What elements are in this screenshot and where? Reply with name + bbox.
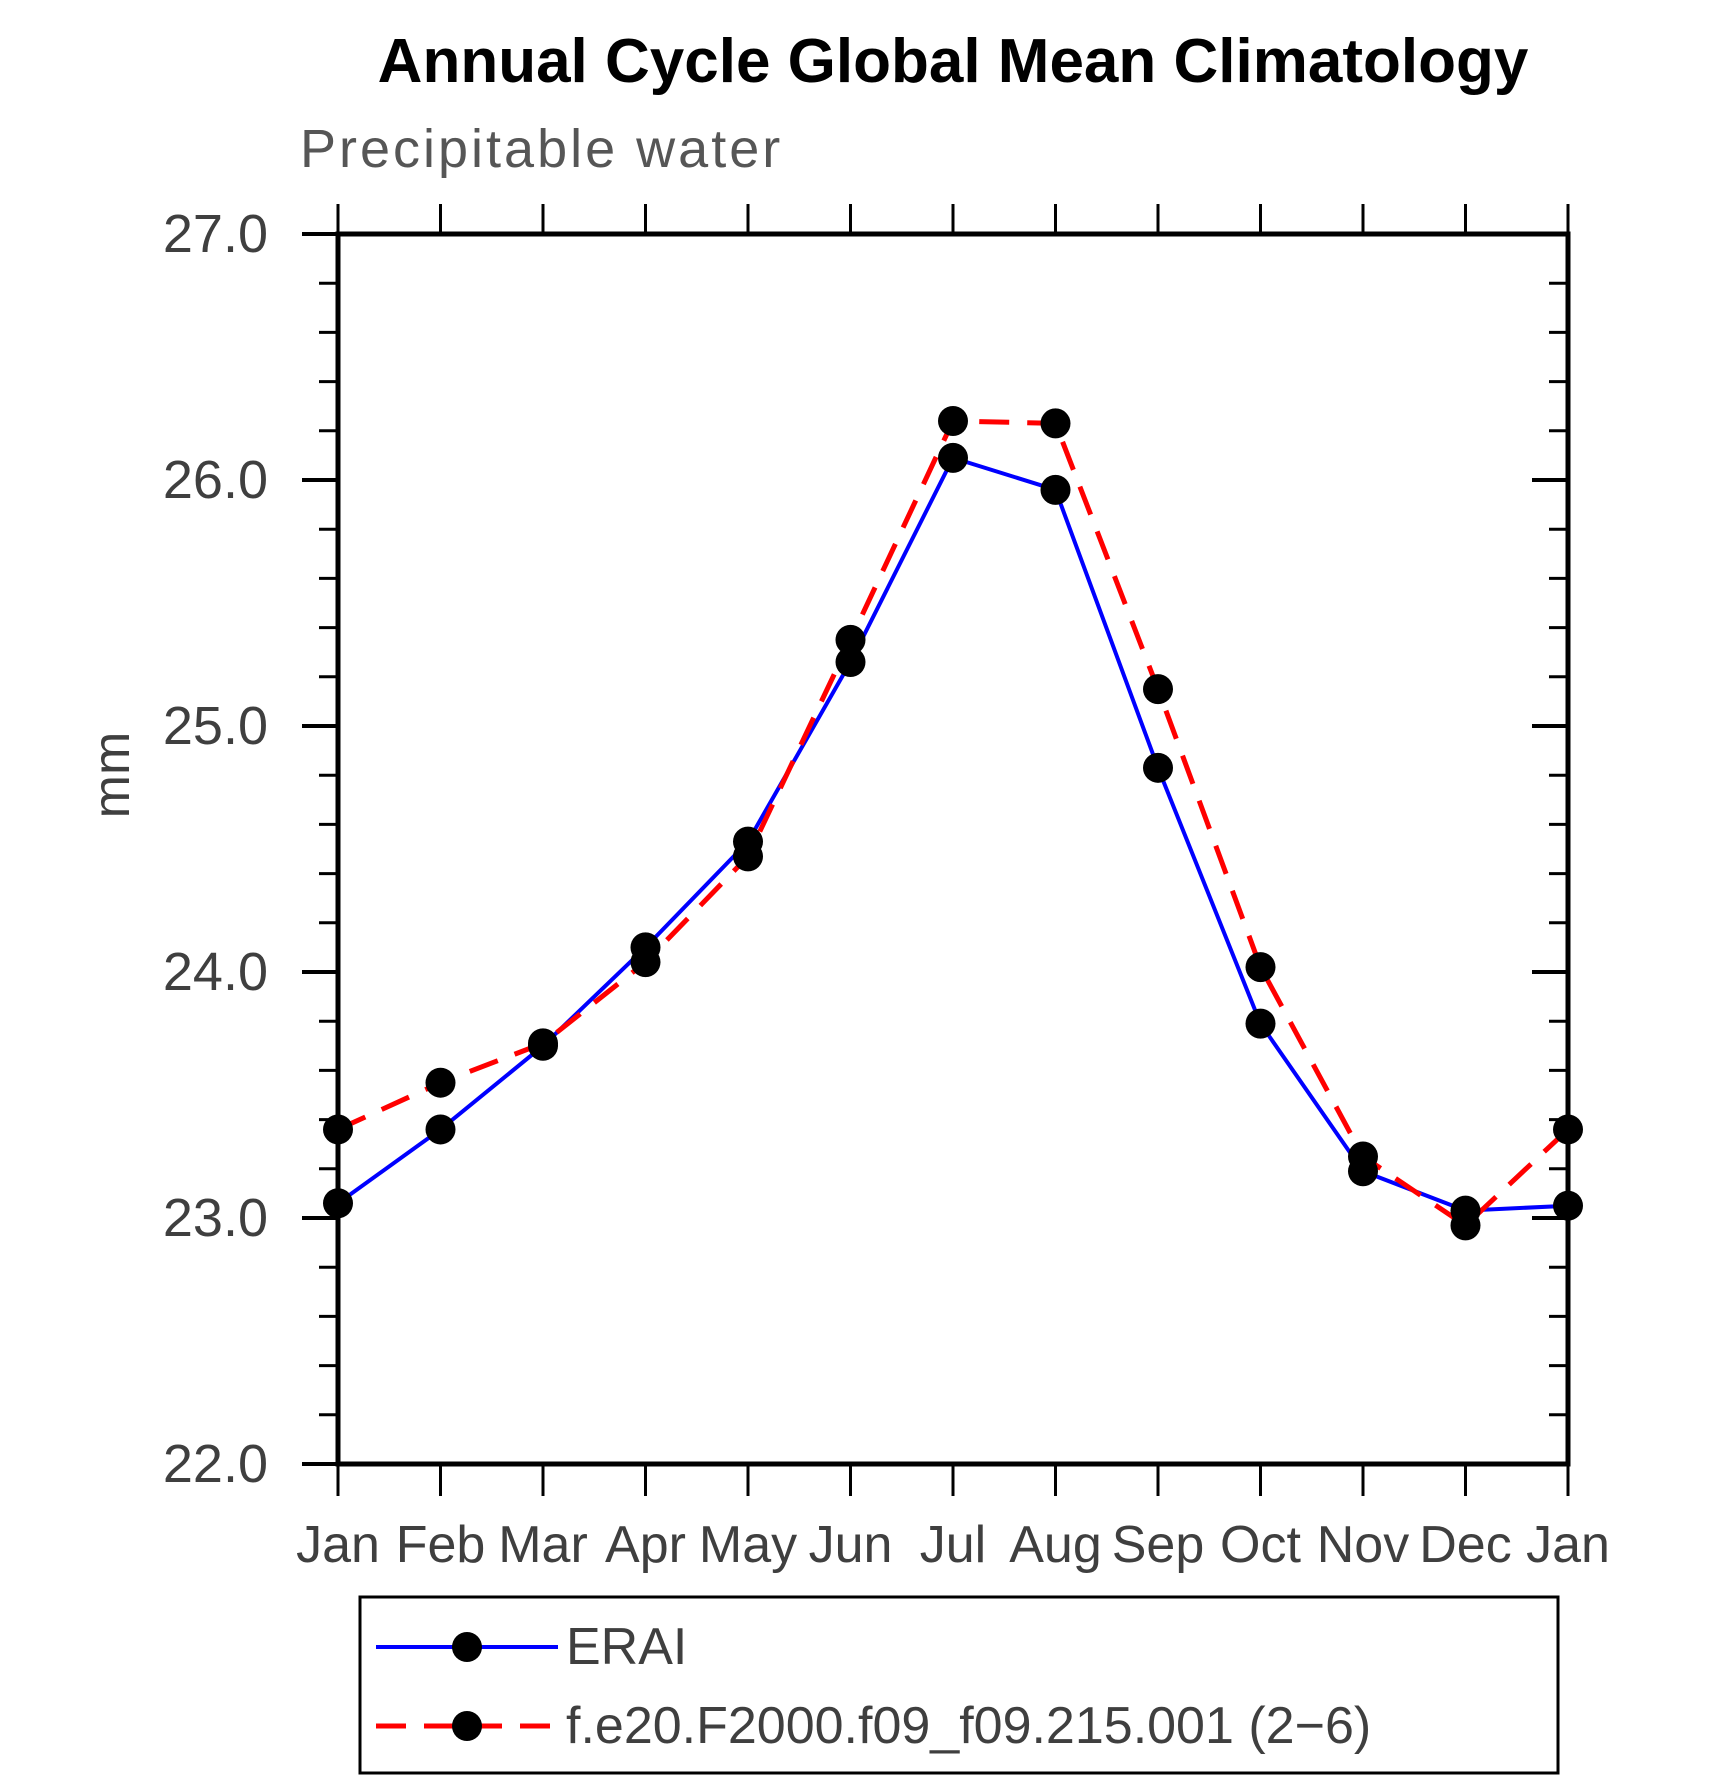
erai-marker-oct-9 (1245, 1008, 1276, 1039)
erai-marker-jul-6 (938, 442, 968, 473)
model-marker-may-4 (733, 841, 763, 872)
y-tick-label: 25.0 (163, 696, 268, 756)
erai-marker-sep-8 (1143, 752, 1173, 783)
x-tick-label: Jan (1526, 1516, 1610, 1574)
x-tick-label: Jul (920, 1516, 986, 1574)
erai-marker-aug-7 (1040, 474, 1071, 505)
model-marker-jan-12 (1553, 1114, 1583, 1145)
model-marker-jan-0 (323, 1114, 353, 1145)
chart-title: Annual Cycle Global Mean Climatology (377, 27, 1529, 96)
erai-marker-jan-12 (1553, 1190, 1583, 1221)
model-marker-oct-9 (1245, 952, 1276, 983)
x-tick-label: Mar (498, 1516, 588, 1574)
legend-sample-marker-0 (452, 1632, 482, 1662)
x-tick-label: Sep (1112, 1516, 1205, 1574)
legend-label-0: ERAI (566, 1618, 687, 1676)
chart-subtitle: Precipitable water (300, 119, 784, 179)
model-marker-dec-11 (1450, 1210, 1481, 1241)
model-marker-aug-7 (1040, 408, 1071, 439)
x-tick-label: Feb (396, 1516, 486, 1574)
legend-box (358, 1595, 1560, 1775)
y-tick-label: 26.0 (163, 450, 268, 510)
x-tick-label: Dec (1419, 1516, 1511, 1574)
y-tick-label: 22.0 (163, 1434, 268, 1494)
y-tick-label: 23.0 (163, 1188, 268, 1248)
erai-line (336, 455, 1569, 1213)
model-marker-sep-8 (1143, 674, 1173, 705)
model-marker-apr-3 (630, 947, 661, 978)
model-line (336, 418, 1570, 1228)
x-tick-label: May (699, 1516, 797, 1574)
erai-marker-feb-1 (425, 1114, 456, 1145)
model-marker-mar-2 (528, 1028, 558, 1059)
x-tick-label: Apr (605, 1516, 686, 1574)
y-tick-label: 27.0 (163, 204, 268, 264)
erai-marker-jan-0 (323, 1188, 353, 1219)
model-marker-jun-5 (835, 624, 866, 655)
model-marker-nov-10 (1348, 1141, 1378, 1172)
x-tick-label: Aug (1009, 1516, 1102, 1574)
x-tick-label: Jan (296, 1516, 380, 1574)
x-tick-label: Oct (1220, 1516, 1301, 1574)
x-tick-label: Nov (1317, 1516, 1409, 1574)
x-tick-label: Jun (809, 1516, 893, 1574)
plot-border (335, 231, 1571, 1467)
legend-sample-marker-1 (452, 1711, 482, 1741)
erai-marker-jun-5 (835, 647, 866, 678)
y-tick-label: 24.0 (163, 942, 268, 1002)
model-marker-jul-6 (938, 405, 968, 436)
legend-label-1: f.e20.F2000.f09_f09.215.001 (2−6) (566, 1697, 1371, 1755)
model-marker-feb-1 (425, 1067, 456, 1098)
